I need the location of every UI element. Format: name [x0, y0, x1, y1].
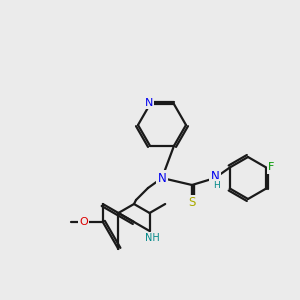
Text: S: S — [188, 196, 196, 209]
Text: N: N — [158, 172, 166, 184]
Text: O: O — [79, 217, 88, 227]
Text: F: F — [268, 163, 274, 172]
Text: N: N — [145, 98, 153, 108]
Text: H: H — [213, 181, 219, 190]
Text: NH: NH — [145, 233, 160, 243]
Text: N: N — [211, 170, 219, 184]
